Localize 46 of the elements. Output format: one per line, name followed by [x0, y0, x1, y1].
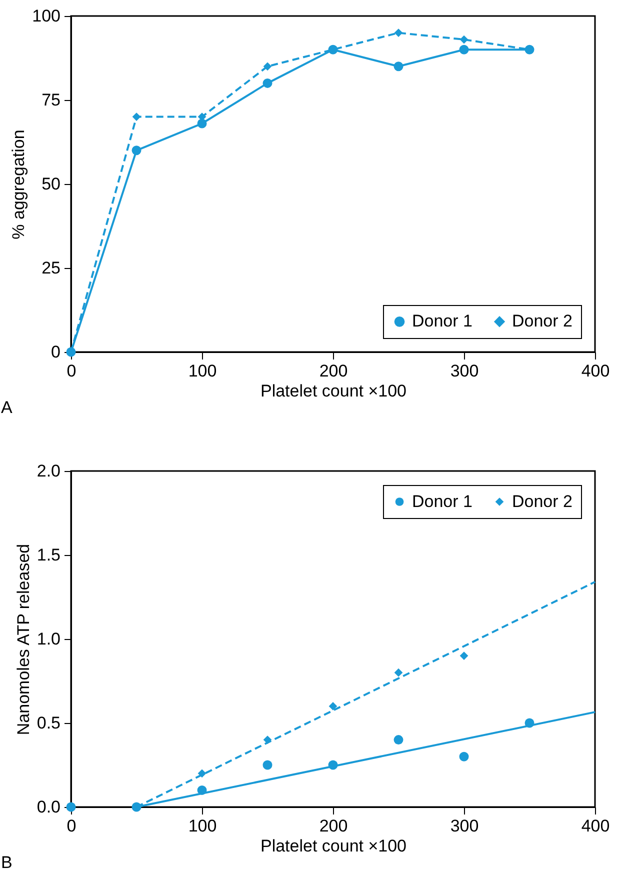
y-tick-label: 1.5	[36, 546, 60, 564]
y-tick-label: 50	[42, 174, 60, 194]
x-tick-label: 200	[319, 362, 348, 380]
legend-label: Donor 1	[412, 492, 472, 511]
point	[394, 28, 403, 37]
x-tick-label: 200	[319, 816, 348, 836]
point	[262, 760, 272, 770]
point	[262, 78, 272, 88]
point	[328, 702, 338, 710]
y-tick-label: 0.5	[36, 714, 60, 732]
y-tick-label: 1.0	[36, 630, 60, 648]
point	[394, 668, 403, 677]
x-tick-label: 0	[66, 362, 76, 380]
point	[459, 44, 469, 54]
point	[197, 118, 207, 128]
point	[263, 62, 272, 71]
y-axis-title: Nanomoles ATP released	[14, 544, 33, 736]
point	[460, 35, 468, 44]
point	[132, 146, 142, 156]
text: B	[1, 853, 12, 872]
y-tick-label: 2.0	[36, 462, 60, 480]
point	[132, 112, 141, 121]
point	[394, 735, 404, 745]
y-tick-label: 0.0	[36, 798, 60, 816]
x-axis-title: Platelet count ×100	[260, 382, 407, 400]
x-tick-label: 100	[188, 362, 217, 380]
point	[459, 752, 469, 762]
y-tick-label: 100	[32, 6, 60, 26]
x-tick-label: 300	[450, 362, 479, 380]
x-tick-label: 300	[450, 816, 479, 836]
point	[198, 769, 206, 778]
legend-label: Donor 1	[412, 312, 472, 331]
y-axis-title: % aggregation	[9, 130, 28, 240]
x-tick-label: 0	[66, 816, 76, 836]
point	[394, 62, 404, 72]
x-tick-label: 100	[188, 816, 217, 836]
y-tick-label: 75	[42, 90, 60, 110]
legend-label: Donor 2	[512, 312, 572, 331]
legend-label: Donor 2	[512, 492, 572, 511]
y-tick-label: 0	[51, 342, 60, 362]
text: A	[1, 398, 13, 417]
x-tick-label: 400	[581, 362, 610, 380]
x-tick-label: 400	[581, 816, 610, 836]
point	[460, 652, 468, 660]
y-tick-label: 25	[42, 258, 60, 278]
x-axis-title: Platelet count ×100	[260, 836, 407, 856]
